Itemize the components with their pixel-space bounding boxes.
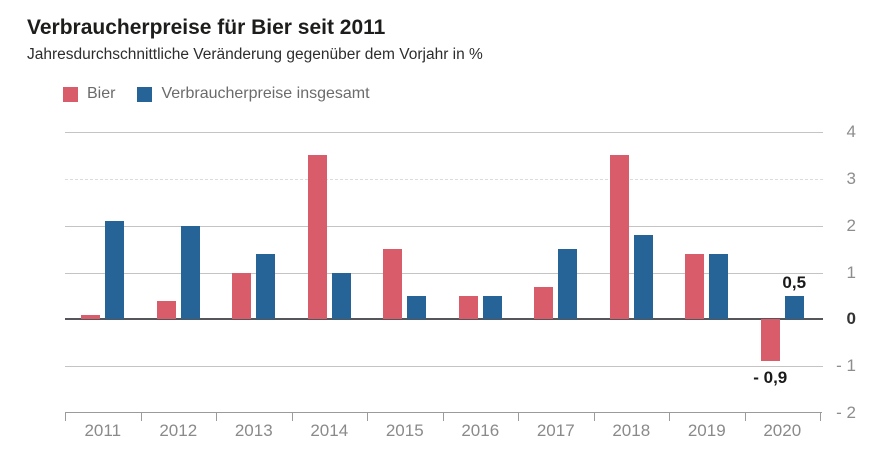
bar-insgesamt-2016 bbox=[482, 295, 502, 320]
gridline bbox=[65, 366, 823, 368]
x-axis-year-label: 2016 bbox=[461, 421, 500, 440]
bar-bier-2014 bbox=[307, 155, 327, 320]
zero-gridline bbox=[65, 318, 823, 321]
x-axis-tick bbox=[216, 413, 217, 421]
y-axis-tick-label: - 1 bbox=[836, 356, 856, 376]
bar-bier-2017 bbox=[534, 286, 554, 320]
y-axis-tick-label: - 2 bbox=[836, 403, 856, 422]
bar-insgesamt-2015 bbox=[407, 295, 427, 320]
legend-label: Bier bbox=[87, 85, 116, 102]
bar-bier-2013 bbox=[232, 272, 252, 320]
bar-value-label: 0,5 bbox=[782, 272, 807, 292]
gridline bbox=[65, 272, 823, 274]
gridline bbox=[65, 178, 823, 180]
bar-insgesamt-2020 bbox=[784, 295, 804, 320]
bar-insgesamt-2011 bbox=[105, 220, 125, 320]
x-axis-year-label: 2014 bbox=[310, 421, 349, 440]
x-axis-year-label: 2015 bbox=[385, 421, 424, 440]
x-axis-year-label: 2011 bbox=[84, 421, 122, 440]
x-axis-tick bbox=[140, 413, 142, 421]
bar-bier-2018 bbox=[609, 155, 629, 320]
bar-insgesamt-2014 bbox=[331, 272, 351, 320]
chart-subtitle: Jahresdurchschnittliche Veränderung gege… bbox=[27, 46, 483, 63]
bar-bier-2019 bbox=[685, 253, 705, 320]
bar-insgesamt-2012 bbox=[180, 225, 200, 320]
y-axis-tick-label: 0 bbox=[846, 309, 856, 329]
x-axis-year-label: 2012 bbox=[159, 421, 198, 440]
x-axis-tick bbox=[291, 413, 293, 421]
x-axis-tick bbox=[820, 413, 821, 421]
x-axis-line bbox=[65, 412, 822, 413]
gridline bbox=[65, 132, 823, 133]
y-axis-tick-label: 3 bbox=[846, 168, 856, 188]
legend-label: Verbraucherpreise insgesamt bbox=[161, 85, 370, 102]
x-axis-year-label: 2019 bbox=[687, 421, 726, 440]
y-axis-tick-label: 2 bbox=[846, 215, 856, 235]
bar-bier-2012 bbox=[156, 300, 176, 320]
bar-insgesamt-2019 bbox=[709, 253, 729, 320]
bar-bier-2011 bbox=[81, 314, 101, 320]
legend-color-swatch bbox=[63, 86, 78, 102]
legend-color-swatch bbox=[137, 86, 153, 102]
bar-insgesamt-2018 bbox=[633, 235, 653, 320]
gridline bbox=[65, 225, 823, 227]
x-axis-year-label: 2018 bbox=[612, 421, 651, 440]
x-axis-year-label: 2020 bbox=[763, 421, 802, 440]
x-axis-year-label: 2017 bbox=[536, 421, 575, 440]
y-axis-tick-label: 1 bbox=[846, 262, 856, 282]
x-axis-tick bbox=[65, 413, 66, 421]
x-axis-year-label: 2013 bbox=[234, 421, 273, 440]
x-axis-tick bbox=[669, 413, 670, 421]
x-axis-tick bbox=[593, 413, 595, 421]
bar-value-label: - 0,9 bbox=[753, 368, 788, 388]
x-axis-tick bbox=[367, 413, 368, 421]
bar-bier-2015 bbox=[383, 249, 403, 320]
legend-item-insgesamt: Verbraucherpreise insgesamt bbox=[137, 85, 370, 103]
x-axis-tick bbox=[442, 413, 444, 421]
x-axis-tick bbox=[744, 413, 746, 421]
bar-insgesamt-2017 bbox=[558, 249, 578, 320]
legend-item-bier: Bier bbox=[63, 85, 115, 103]
bar-insgesamt-2013 bbox=[256, 253, 276, 320]
bar-bier-2020 bbox=[760, 319, 780, 362]
page-title: Verbraucherpreise für Bier seit 2011 bbox=[27, 16, 386, 39]
bar-bier-2016 bbox=[458, 295, 478, 320]
x-axis-tick bbox=[518, 413, 519, 421]
chart-legend: Bier Verbraucherpreise insgesamt bbox=[63, 85, 370, 103]
y-axis-tick-label: 4 bbox=[846, 122, 856, 141]
